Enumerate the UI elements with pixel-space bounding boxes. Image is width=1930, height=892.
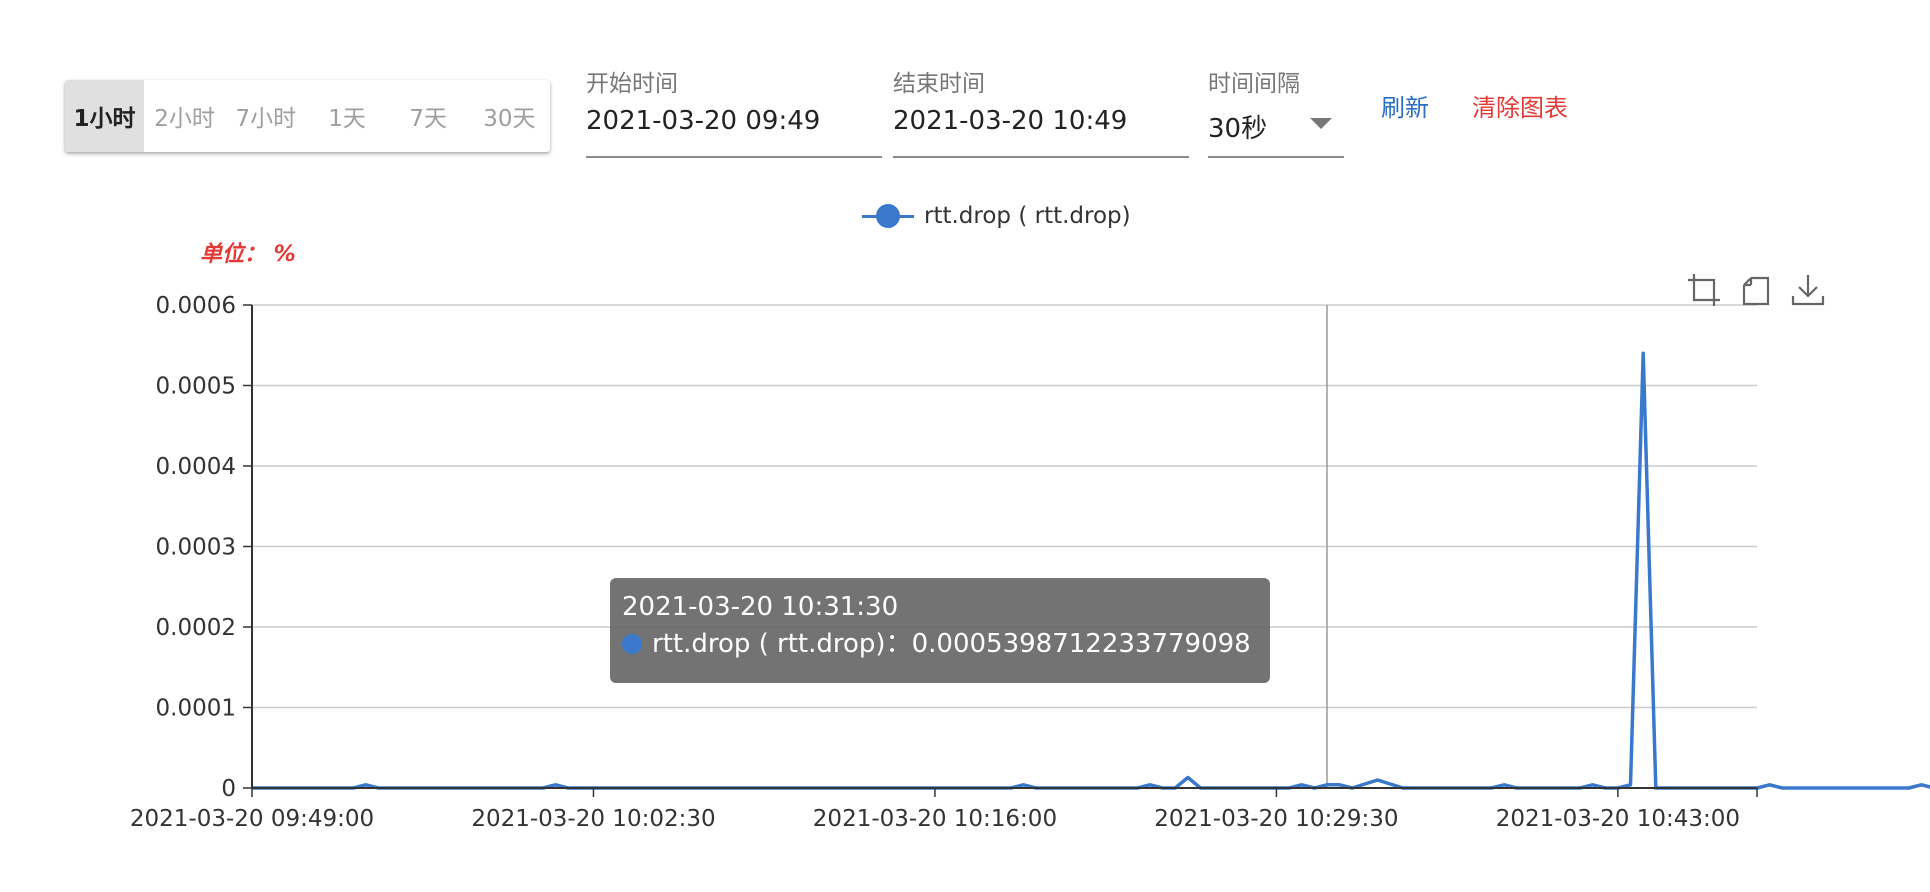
tooltip-series-name: rtt.drop ( rtt.drop) [652, 629, 886, 659]
start-time-field: 开始时间 [586, 64, 882, 158]
y-tick-label: 0.0006 [156, 293, 236, 319]
x-tick-label: 2021-03-20 10:29:30 [1154, 806, 1398, 832]
tooltip-series-dot-icon [622, 634, 642, 654]
x-tick-label: 2021-03-20 10:02:30 [471, 806, 715, 832]
unit-label: 单位： % [200, 242, 296, 267]
download-icon[interactable] [1790, 272, 1826, 308]
interval-select[interactable]: 30秒 [1208, 114, 1268, 144]
refresh-button[interactable]: 刷新 [1381, 94, 1429, 122]
legend-swatch-icon [862, 204, 914, 228]
chart-toolbox [1686, 272, 1826, 308]
interval-label: 时间间隔 [1208, 71, 1300, 97]
x-tick-label: 2021-03-20 09:49:00 [130, 806, 374, 832]
y-tick-label: 0.0005 [156, 374, 236, 400]
range-option-1h[interactable]: 1小时 [65, 80, 144, 152]
tooltip-separator: ： [885, 629, 912, 659]
range-option-7d[interactable]: 7天 [409, 106, 448, 132]
y-tick-label: 0 [221, 776, 236, 802]
series-line [252, 351, 1930, 790]
range-option-30d[interactable]: 30天 [483, 106, 536, 132]
tooltip-time: 2021-03-20 10:31:30 [622, 592, 899, 622]
interval-select-field: 时间间隔 30秒 [1208, 64, 1344, 158]
tooltip-value: 0.0005398712233779098 [911, 629, 1251, 659]
range-option-2h[interactable]: 2小时 [154, 106, 215, 132]
chart-legend[interactable]: rtt.drop ( rtt.drop) [862, 203, 1131, 229]
clear-chart-button[interactable]: 清除图表 [1472, 94, 1568, 122]
chart-tooltip: 2021-03-20 10:31:30 rtt.drop ( rtt.drop)… [610, 578, 1270, 683]
range-option-7h[interactable]: 7小时 [235, 106, 297, 132]
start-time-label: 开始时间 [586, 71, 678, 97]
range-option-1d[interactable]: 1天 [328, 106, 366, 132]
zoom-reset-icon[interactable] [1738, 272, 1774, 308]
tooltip-row: rtt.drop ( rtt.drop) ： 0.000539871223377… [622, 624, 1258, 664]
chevron-down-icon[interactable] [1310, 118, 1332, 129]
y-tick-label: 0.0003 [156, 535, 236, 561]
time-range-selector: 1小时 2小时 7小时 1天 7天 30天 [65, 80, 550, 152]
end-time-input[interactable] [893, 106, 1189, 136]
end-time-label: 结束时间 [893, 71, 985, 97]
legend-label: rtt.drop ( rtt.drop) [924, 203, 1131, 229]
x-tick-label: 2021-03-20 10:43:00 [1496, 806, 1740, 832]
end-time-field: 结束时间 [893, 64, 1189, 158]
y-tick-label: 0.0001 [156, 696, 236, 722]
zoom-icon[interactable] [1686, 272, 1722, 308]
y-tick-label: 0.0004 [156, 454, 236, 480]
start-time-input[interactable] [586, 106, 882, 136]
y-tick-label: 0.0002 [156, 615, 236, 641]
x-tick-label: 2021-03-20 10:16:00 [813, 806, 1057, 832]
